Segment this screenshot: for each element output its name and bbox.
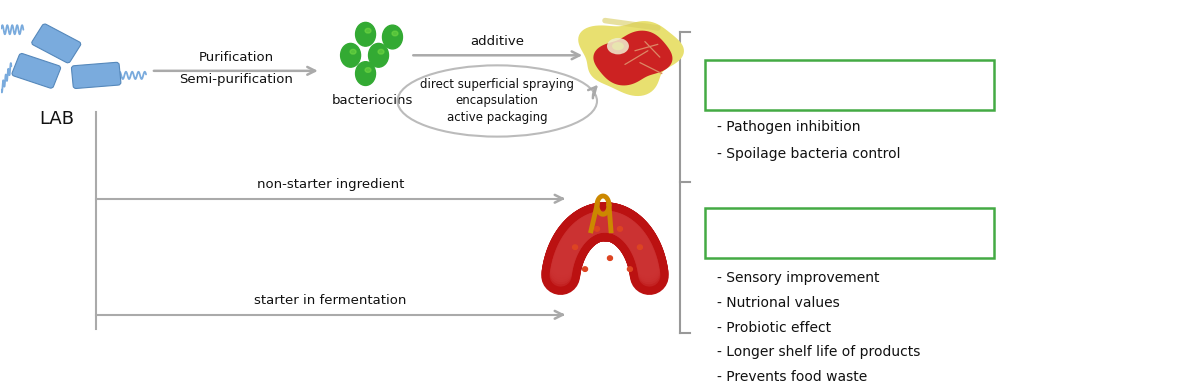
Text: Semi-purification: Semi-purification xyxy=(179,73,293,86)
Circle shape xyxy=(594,227,600,231)
Text: additive: additive xyxy=(470,35,524,48)
Text: - Prevents food waste: - Prevents food waste xyxy=(716,370,866,381)
Circle shape xyxy=(582,267,588,271)
Ellipse shape xyxy=(350,50,356,54)
Text: Secondary benefits: Secondary benefits xyxy=(716,226,865,240)
FancyBboxPatch shape xyxy=(31,24,80,63)
Polygon shape xyxy=(593,30,672,85)
Text: bacteriocins: bacteriocins xyxy=(332,94,413,107)
Ellipse shape xyxy=(612,42,624,50)
Ellipse shape xyxy=(355,62,376,85)
Circle shape xyxy=(618,227,623,231)
Ellipse shape xyxy=(355,22,376,46)
Text: - Longer shelf life of products: - Longer shelf life of products xyxy=(716,345,920,359)
Circle shape xyxy=(607,256,612,261)
Text: LAB: LAB xyxy=(38,110,73,128)
Ellipse shape xyxy=(365,28,371,33)
Text: - Pathogen inhibition: - Pathogen inhibition xyxy=(716,120,860,134)
Ellipse shape xyxy=(607,38,629,54)
Text: - Spoilage bacteria control: - Spoilage bacteria control xyxy=(716,147,900,161)
Circle shape xyxy=(637,245,642,250)
Text: - Nutrional values: - Nutrional values xyxy=(716,296,840,310)
Text: - Probiotic effect: - Probiotic effect xyxy=(716,320,830,335)
Text: encapsulation: encapsulation xyxy=(456,94,539,107)
FancyBboxPatch shape xyxy=(704,60,994,110)
Ellipse shape xyxy=(368,43,389,67)
Text: direct superficial spraying: direct superficial spraying xyxy=(420,78,575,91)
FancyBboxPatch shape xyxy=(12,53,61,88)
Text: active packaging: active packaging xyxy=(446,111,547,124)
Text: non-starter ingredient: non-starter ingredient xyxy=(257,178,404,191)
Polygon shape xyxy=(578,21,684,96)
Ellipse shape xyxy=(383,25,402,49)
FancyBboxPatch shape xyxy=(72,62,121,88)
Text: Purification: Purification xyxy=(198,51,274,64)
Ellipse shape xyxy=(392,31,398,36)
Text: starter in fermentation: starter in fermentation xyxy=(254,295,407,307)
FancyBboxPatch shape xyxy=(704,208,994,258)
Text: Primary benefits: Primary benefits xyxy=(716,77,842,93)
Circle shape xyxy=(628,267,632,271)
Ellipse shape xyxy=(365,68,371,72)
Circle shape xyxy=(572,245,577,250)
Text: - Sensory improvement: - Sensory improvement xyxy=(716,271,880,285)
Ellipse shape xyxy=(341,43,360,67)
Ellipse shape xyxy=(378,50,384,54)
